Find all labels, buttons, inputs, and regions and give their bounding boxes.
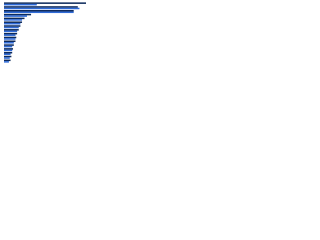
bar bbox=[4, 42, 14, 44]
bar bbox=[4, 59, 11, 62]
bar bbox=[4, 51, 13, 54]
bar bbox=[4, 45, 13, 48]
bar bbox=[4, 10, 74, 12]
bar bbox=[4, 2, 86, 4]
bar bbox=[4, 40, 16, 43]
bar bbox=[4, 48, 14, 50]
bar bbox=[4, 57, 10, 59]
bar bbox=[4, 55, 12, 58]
bar bbox=[4, 15, 27, 17]
bar bbox=[4, 26, 19, 29]
chart bbox=[4, 2, 86, 63]
bar bbox=[4, 36, 17, 39]
bar bbox=[4, 34, 16, 36]
bar bbox=[4, 53, 11, 55]
bar bbox=[4, 11, 74, 14]
bar bbox=[4, 30, 18, 33]
bar bbox=[4, 29, 19, 31]
bar bbox=[4, 3, 37, 6]
bar bbox=[4, 22, 21, 25]
bar bbox=[4, 6, 78, 8]
bar bbox=[4, 21, 23, 23]
bar bbox=[4, 32, 18, 35]
bar bbox=[4, 7, 80, 10]
page: (() => { const data = JSON.parse(documen… bbox=[0, 0, 320, 71]
bar bbox=[4, 17, 25, 20]
bar bbox=[4, 61, 9, 63]
bar bbox=[4, 38, 16, 40]
bar bbox=[4, 25, 21, 27]
bar bbox=[4, 44, 14, 46]
bar bbox=[4, 49, 13, 52]
bar bbox=[4, 13, 32, 16]
bar bbox=[4, 19, 23, 21]
